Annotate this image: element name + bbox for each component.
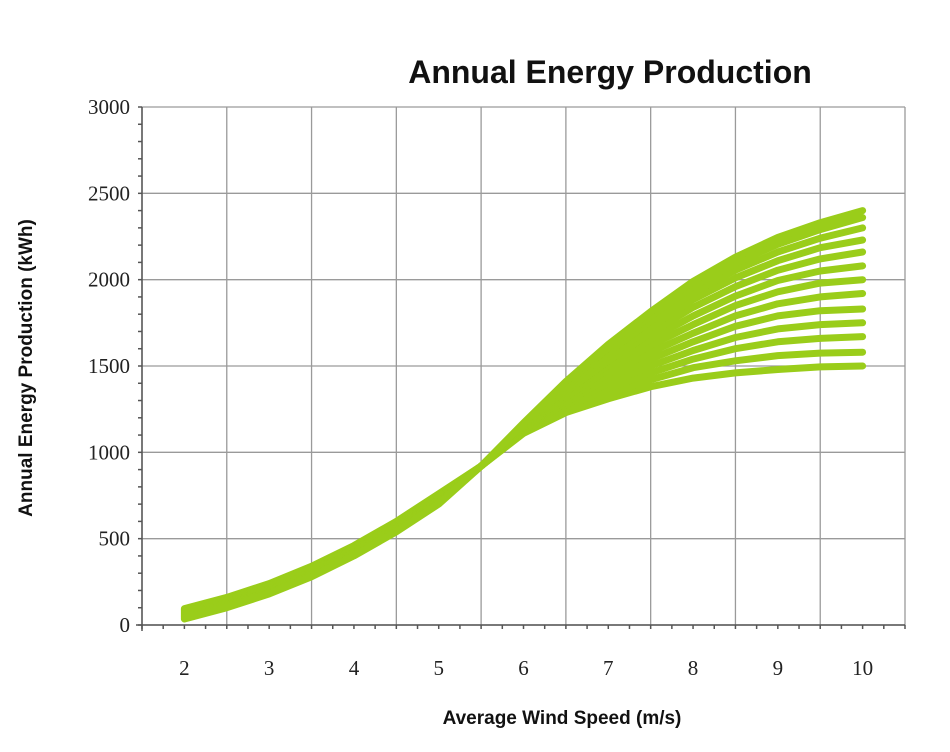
y-tick-label: 2000: [88, 268, 130, 292]
y-tick-labels: 0 500 1000 1500 2000 2500 3000: [88, 95, 130, 637]
chart-title: Annual Energy Production: [408, 54, 812, 90]
x-tick-label: 4: [349, 656, 360, 680]
y-tick-label: 1500: [88, 354, 130, 378]
x-tick-label: 6: [518, 656, 529, 680]
series-line-13: [180, 207, 867, 623]
x-tick-label: 2: [179, 656, 190, 680]
x-axis-label: Average Wind Speed (m/s): [443, 708, 682, 729]
y-tick-label: 3000: [88, 95, 130, 119]
x-tick-label: 3: [264, 656, 275, 680]
x-tick-label: 5: [433, 656, 444, 680]
y-tick-label: 2500: [88, 181, 130, 205]
series-group: [180, 207, 867, 623]
x-tick-label: 8: [688, 656, 699, 680]
y-axis-label: Annual Energy Production (kWh): [16, 219, 37, 517]
series-line-1: [180, 362, 867, 613]
series-line-3: [180, 333, 867, 614]
series-line-2: [180, 348, 867, 613]
x-tick-labels: 2 3 4 5 6 7 8 9 10: [179, 656, 873, 680]
x-tick-label: 9: [773, 656, 784, 680]
x-tick-label: 7: [603, 656, 614, 680]
x-tick-label: 10: [852, 656, 873, 680]
y-tick-label: 500: [99, 527, 131, 551]
y-tick-label: 0: [120, 613, 131, 637]
y-tick-label: 1000: [88, 440, 130, 464]
